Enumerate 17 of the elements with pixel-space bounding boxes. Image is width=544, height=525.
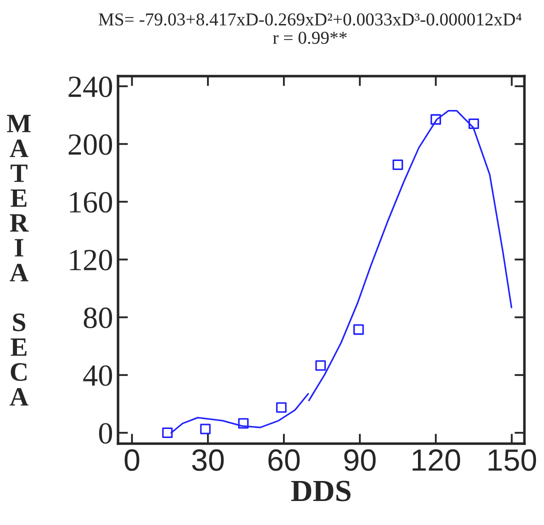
chart-title: MS= -79.03+8.417xD-0.269xD²+0.0033xD³-0.000012xD⁴ [98, 13, 522, 26]
chart-subtitle: r = 0.99** [273, 32, 347, 44]
y-tick-label: 160 [70, 192, 112, 213]
x-tick-label: 0 [124, 449, 140, 471]
x-tick-label: 150 [488, 449, 536, 471]
y-tick-label: 0 [99, 423, 112, 444]
x-tick-label: 120 [412, 449, 460, 471]
y-tick-label: 40 [83, 365, 112, 386]
x-axis-title: DDS [291, 480, 350, 502]
y-tick-label: 80 [84, 308, 112, 328]
y-tick-label: 120 [70, 250, 112, 270]
text: MATERIA SECA [7, 114, 31, 406]
x-tick-label: 60 [268, 449, 300, 471]
y-tick-label: 240 [68, 76, 112, 98]
y-tick-label: 200 [68, 134, 112, 155]
x-tick-label: 30 [192, 449, 224, 471]
x-tick-label: 90 [344, 449, 376, 471]
